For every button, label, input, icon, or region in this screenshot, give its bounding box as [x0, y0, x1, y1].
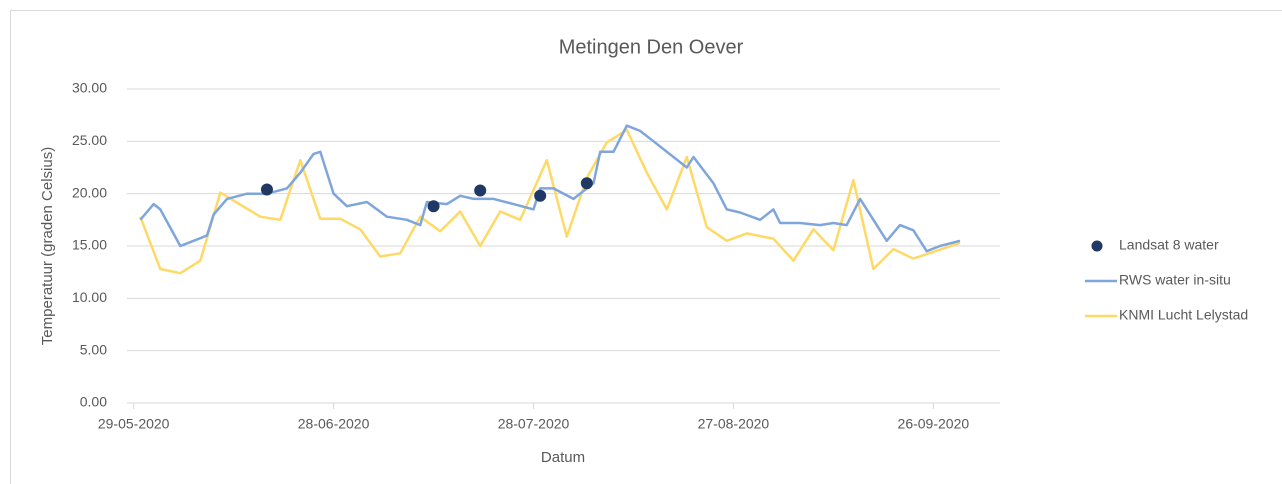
- y-axis-label: Temperatuur (graden Celsius): [39, 147, 56, 345]
- y-tick-label: 0.00: [80, 394, 107, 410]
- x-axis-label: Datum: [541, 449, 585, 466]
- y-tick-label: 25.00: [72, 132, 107, 148]
- y-tick-label: 15.00: [72, 237, 107, 253]
- chart-border: [10, 10, 1282, 484]
- legend-label: Landsat 8 water: [1119, 237, 1219, 253]
- landsat-point: [534, 189, 547, 202]
- landsat-point: [580, 177, 593, 190]
- x-tick-label: 28-07-2020: [498, 416, 570, 432]
- landsat-point: [260, 183, 273, 196]
- x-tick-label: 27-08-2020: [698, 416, 770, 432]
- y-tick-label: 10.00: [72, 289, 107, 305]
- x-tick-label: 26-09-2020: [898, 416, 970, 432]
- y-tick-label: 30.00: [72, 80, 107, 96]
- y-tick-label: 5.00: [80, 341, 107, 357]
- y-tick-label: 20.00: [72, 184, 107, 200]
- x-tick-label: 29-05-2020: [98, 416, 170, 432]
- x-tick-label: 28-06-2020: [298, 416, 370, 432]
- legend-label: KNMI Lucht Lelystad: [1119, 307, 1248, 323]
- chart-title: Metingen Den Oever: [559, 36, 744, 58]
- legend-label: RWS water in-situ: [1119, 272, 1231, 288]
- landsat-point: [427, 200, 440, 213]
- landsat-point: [474, 184, 487, 197]
- series-line: [139, 128, 961, 275]
- legend-marker: [1091, 240, 1103, 252]
- series-line: [139, 124, 961, 253]
